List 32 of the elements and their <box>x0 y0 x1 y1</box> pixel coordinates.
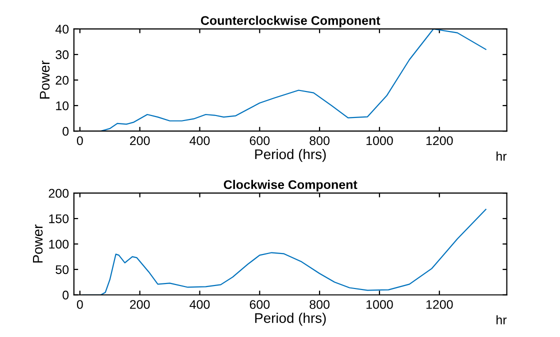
x-axis-title: Period (hrs) <box>255 148 326 162</box>
x-axis-title: Period (hrs) <box>255 312 326 326</box>
x-tick-label: 1200 <box>426 136 453 146</box>
y-tick-label: 50 <box>56 265 69 274</box>
x-tick-label: 600 <box>250 136 270 146</box>
x-tick-label: 200 <box>130 300 150 309</box>
x-tick-label: 800 <box>310 136 330 146</box>
y-tick-label: 20 <box>56 76 69 85</box>
x-tick-label: 0 <box>76 300 83 309</box>
x-tick-label: 1000 <box>366 136 393 146</box>
x-tick-label: 200 <box>130 136 150 146</box>
chart-title: Counterclockwise Component <box>200 16 380 28</box>
y-tick-label: 150 <box>49 214 69 224</box>
x-tick-label: 600 <box>250 300 270 309</box>
x-tick-label: 1200 <box>426 300 453 309</box>
chart-title: Clockwise Component <box>224 180 358 192</box>
x-tick-label: 400 <box>190 136 210 146</box>
y-tick-label: 10 <box>56 101 69 110</box>
y-tick-label: 200 <box>48 188 69 198</box>
y-axis-title: Power <box>32 224 43 263</box>
y-tick-label: 30 <box>56 50 69 60</box>
x-tick-label: 1000 <box>366 300 393 309</box>
y-tick-label: 100 <box>49 240 69 249</box>
x-tick-label: 400 <box>190 300 210 309</box>
y-tick-label: 0 <box>62 290 69 300</box>
text: hr <box>496 315 507 324</box>
y-tick-label: 0 <box>62 126 69 136</box>
y-axis-title: Power <box>40 60 50 99</box>
x-tick-label: 800 <box>310 300 330 309</box>
x-tick-label: 0 <box>76 136 83 146</box>
text: hr <box>496 152 507 161</box>
y-tick-label: 40 <box>55 24 69 34</box>
